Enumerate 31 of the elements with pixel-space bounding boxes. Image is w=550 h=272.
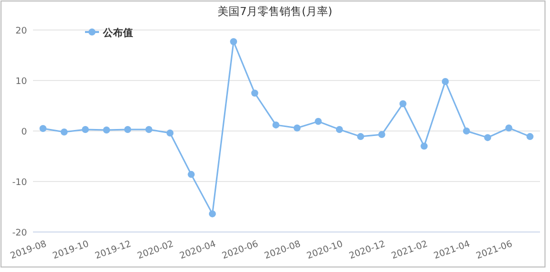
y-tick-label: -20	[12, 228, 28, 238]
point	[230, 38, 238, 46]
point	[505, 124, 512, 132]
y-tick-label: 10	[16, 77, 28, 87]
point	[124, 126, 132, 133]
point	[82, 126, 89, 133]
y-tick-label: 0	[21, 128, 28, 138]
point	[420, 142, 428, 150]
point	[251, 90, 258, 97]
point	[526, 133, 534, 140]
point	[166, 130, 174, 137]
point	[188, 170, 195, 178]
chart-title: 美国7月零售销售(月率)	[218, 5, 332, 18]
y-tick-label: -10	[12, 178, 28, 188]
point	[357, 133, 364, 140]
point	[336, 126, 343, 133]
point	[40, 124, 46, 132]
point	[208, 210, 216, 218]
point	[399, 100, 406, 108]
point	[378, 131, 386, 138]
point	[294, 124, 301, 132]
point	[484, 134, 492, 142]
point	[60, 128, 68, 136]
point	[145, 126, 152, 133]
legend-label: 公布值	[102, 27, 133, 39]
point	[314, 118, 322, 125]
point	[103, 126, 110, 134]
y-tick-label: 20	[16, 26, 28, 36]
point	[272, 121, 280, 128]
point	[462, 128, 470, 134]
point	[442, 78, 449, 86]
